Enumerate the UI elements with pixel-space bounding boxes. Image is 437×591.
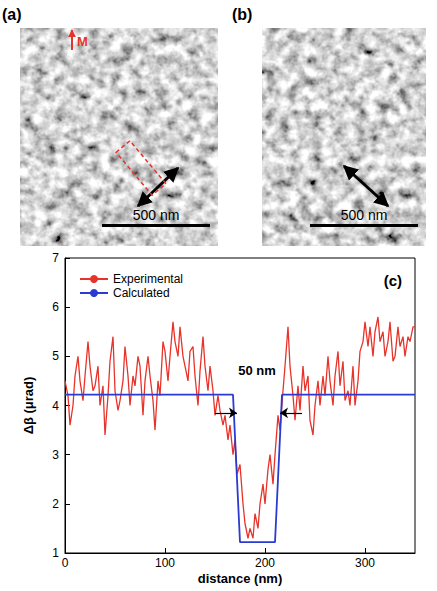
svg-text:6: 6 [52, 300, 59, 314]
svg-text:2: 2 [52, 497, 59, 511]
svg-text:(b): (b) [232, 6, 252, 23]
svg-text:Calculated: Calculated [113, 286, 170, 300]
svg-text:(c): (c) [384, 272, 402, 289]
svg-text:7: 7 [52, 251, 59, 265]
svg-text:300: 300 [355, 556, 375, 570]
svg-text:M: M [77, 34, 88, 49]
svg-text:4: 4 [52, 399, 59, 413]
svg-text:Experimental: Experimental [113, 272, 183, 286]
svg-text:(a): (a) [2, 6, 22, 23]
svg-text:500 nm: 500 nm [341, 207, 388, 223]
svg-text:50 nm: 50 nm [238, 363, 276, 378]
svg-text:Δβ (μrad): Δβ (μrad) [21, 377, 36, 435]
svg-text:distance (nm): distance (nm) [198, 571, 283, 586]
svg-text:5: 5 [52, 349, 59, 363]
svg-text:200: 200 [255, 556, 275, 570]
svg-text:3: 3 [52, 448, 59, 462]
svg-text:0: 0 [62, 556, 69, 570]
svg-text:1: 1 [52, 546, 59, 560]
svg-text:100: 100 [155, 556, 175, 570]
svg-text:500 nm: 500 nm [133, 207, 180, 223]
